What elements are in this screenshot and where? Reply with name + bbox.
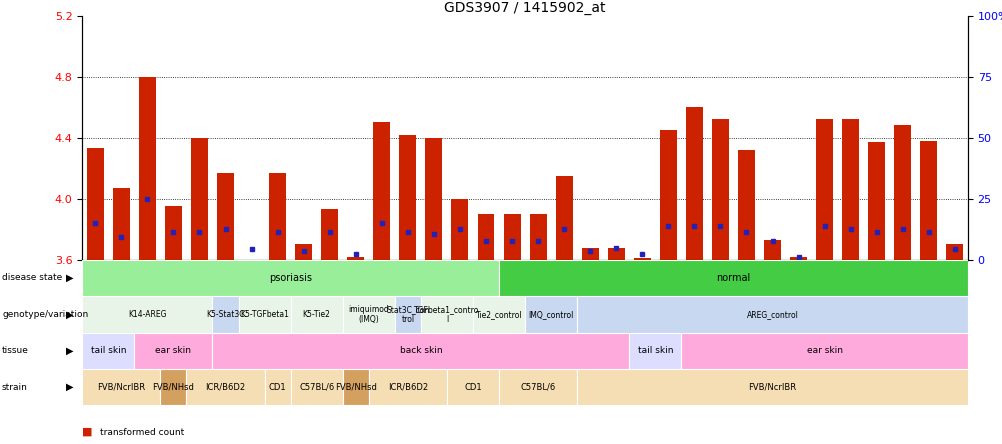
- Text: back skin: back skin: [399, 346, 442, 355]
- Bar: [555, 176, 572, 260]
- Bar: [499, 369, 576, 405]
- Text: K14-AREG: K14-AREG: [128, 310, 166, 319]
- Bar: [216, 173, 233, 260]
- Text: tail skin: tail skin: [637, 346, 672, 355]
- Bar: [190, 138, 207, 260]
- Bar: [503, 214, 520, 260]
- Bar: [343, 296, 395, 333]
- Bar: [134, 333, 212, 369]
- Bar: [711, 119, 728, 260]
- Text: strain: strain: [2, 383, 28, 392]
- Text: ▶: ▶: [66, 382, 74, 392]
- Title: GDS3907 / 1415902_at: GDS3907 / 1415902_at: [444, 0, 605, 15]
- Text: CD1: CD1: [269, 383, 287, 392]
- Text: K5-TGFbeta1: K5-TGFbeta1: [239, 310, 289, 319]
- Bar: [525, 296, 576, 333]
- Bar: [321, 210, 338, 260]
- Text: FVB/NHsd: FVB/NHsd: [152, 383, 194, 392]
- Text: FVB/NHsd: FVB/NHsd: [335, 383, 377, 392]
- Bar: [451, 198, 468, 260]
- Bar: [82, 260, 499, 296]
- Text: ICR/B6D2: ICR/B6D2: [205, 383, 245, 392]
- Bar: [920, 141, 936, 260]
- Bar: [425, 138, 442, 260]
- Bar: [685, 107, 702, 260]
- Text: tail skin: tail skin: [90, 346, 126, 355]
- Bar: [607, 247, 624, 260]
- Bar: [265, 369, 291, 405]
- Text: FVB/NcrIBR: FVB/NcrIBR: [747, 383, 796, 392]
- Bar: [581, 247, 598, 260]
- Bar: [816, 119, 833, 260]
- Bar: [291, 296, 343, 333]
- Bar: [421, 296, 473, 333]
- Text: FVB/NcrIBR: FVB/NcrIBR: [97, 383, 145, 392]
- Bar: [295, 245, 312, 260]
- Text: normal: normal: [715, 273, 749, 283]
- Bar: [395, 296, 421, 333]
- Bar: [82, 296, 212, 333]
- Text: K5-Tie2: K5-Tie2: [303, 310, 331, 319]
- Text: genotype/variation: genotype/variation: [2, 310, 88, 319]
- Bar: [160, 369, 186, 405]
- Bar: [373, 123, 390, 260]
- Bar: [369, 369, 447, 405]
- Bar: [164, 206, 181, 260]
- Bar: [633, 258, 650, 260]
- Bar: [764, 240, 781, 260]
- Bar: [238, 296, 291, 333]
- Text: ear skin: ear skin: [155, 346, 191, 355]
- Bar: [576, 369, 967, 405]
- Bar: [399, 135, 416, 260]
- Text: ▶: ▶: [66, 309, 74, 319]
- Text: C57BL/6: C57BL/6: [520, 383, 555, 392]
- Text: imiquimod
(IMQ): imiquimod (IMQ): [348, 305, 389, 324]
- Bar: [842, 119, 859, 260]
- Bar: [212, 333, 628, 369]
- Text: ICR/B6D2: ICR/B6D2: [388, 383, 428, 392]
- Bar: [447, 369, 499, 405]
- Bar: [659, 130, 676, 260]
- Bar: [628, 333, 680, 369]
- Text: TGFbeta1_contro
l: TGFbeta1_contro l: [414, 305, 479, 324]
- Bar: [87, 148, 103, 260]
- Text: ■: ■: [82, 427, 92, 437]
- Bar: [82, 333, 134, 369]
- Text: Stat3C_con
trol: Stat3C_con trol: [386, 305, 429, 324]
- Text: tissue: tissue: [2, 346, 29, 355]
- Bar: [868, 142, 885, 260]
- Bar: [82, 369, 160, 405]
- Bar: [477, 214, 494, 260]
- Bar: [113, 188, 129, 260]
- Bar: [269, 173, 286, 260]
- Bar: [790, 257, 807, 260]
- Text: C57BL/6: C57BL/6: [299, 383, 334, 392]
- Bar: [138, 76, 155, 260]
- Bar: [186, 369, 265, 405]
- Bar: [529, 214, 546, 260]
- Text: IMQ_control: IMQ_control: [528, 310, 573, 319]
- Bar: [737, 150, 755, 260]
- Text: transformed count: transformed count: [100, 428, 184, 436]
- Bar: [347, 257, 364, 260]
- Text: ear skin: ear skin: [806, 346, 842, 355]
- Bar: [473, 296, 525, 333]
- Text: disease state: disease state: [2, 274, 62, 282]
- Bar: [499, 260, 967, 296]
- Bar: [680, 333, 967, 369]
- Bar: [576, 296, 967, 333]
- Text: psoriasis: psoriasis: [269, 273, 312, 283]
- Bar: [291, 369, 343, 405]
- Text: ▶: ▶: [66, 346, 74, 356]
- Bar: [343, 369, 369, 405]
- Text: AREG_control: AREG_control: [745, 310, 798, 319]
- Bar: [946, 245, 962, 260]
- Text: ▶: ▶: [66, 273, 74, 283]
- Text: K5-Stat3C: K5-Stat3C: [206, 310, 244, 319]
- Bar: [212, 296, 238, 333]
- Text: Tie2_control: Tie2_control: [475, 310, 522, 319]
- Bar: [894, 125, 911, 260]
- Text: CD1: CD1: [464, 383, 481, 392]
